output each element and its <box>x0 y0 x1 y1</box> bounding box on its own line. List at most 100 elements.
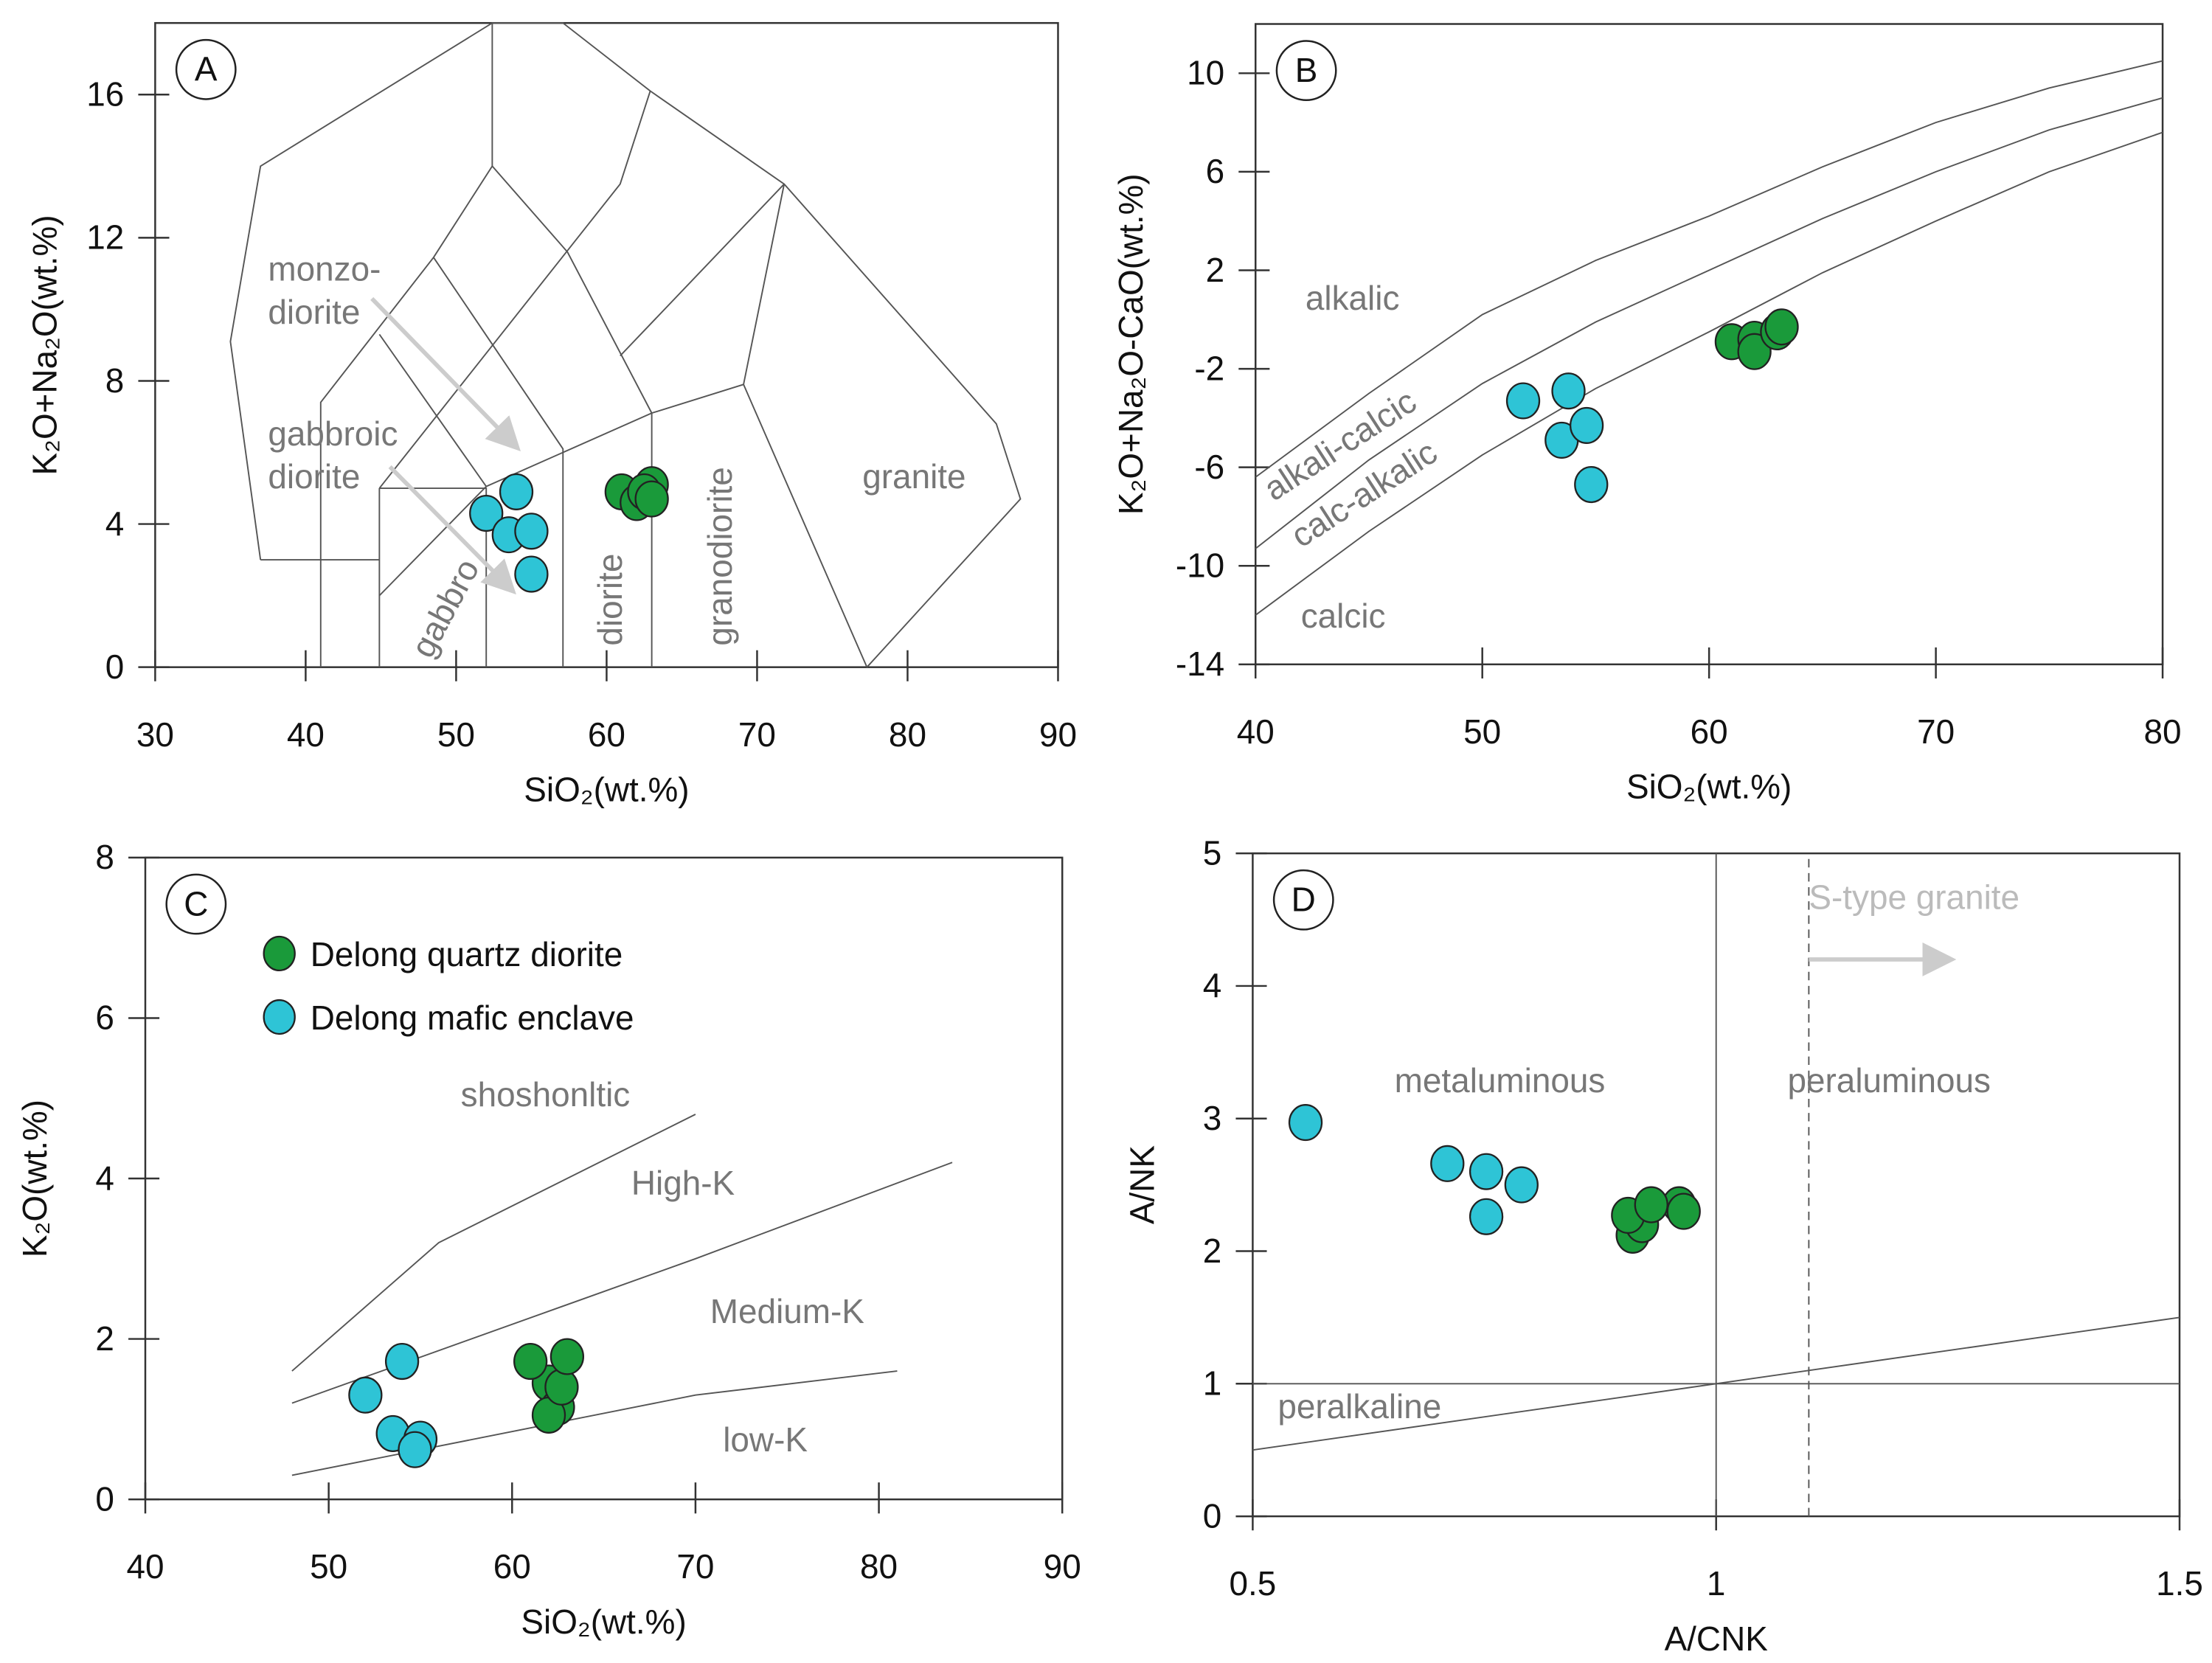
classification-boundary <box>378 91 651 489</box>
x-tick-label: 50 <box>310 1547 347 1586</box>
data-point-quartz-diorite <box>634 480 669 518</box>
classification-boundary <box>485 383 744 487</box>
y-tick-label: 4 <box>1203 966 1222 1004</box>
x-tick-label: 80 <box>889 715 926 754</box>
y-tick-label: 1 <box>1203 1364 1222 1403</box>
panel-a: 30 40 50 60 70 80 90 0 4 8 12 16 SiO₂(wt.%) K₂O+Na₂O(… <box>26 21 1077 808</box>
data-point-mafic-enclave <box>499 473 534 510</box>
data-point-mafic-enclave <box>384 1342 420 1381</box>
region-label: gabbro <box>403 552 487 664</box>
panel-label-circle <box>1275 40 1337 102</box>
region-label: peraluminous <box>1787 1061 1991 1100</box>
y-tick-label: 2 <box>1203 1232 1222 1270</box>
x-tick-label: 50 <box>1463 712 1501 751</box>
x-axis-label: SiO₂(wt.%) <box>524 770 689 808</box>
y-tick-label: 4 <box>105 504 125 543</box>
x-tick-label: 60 <box>588 715 625 754</box>
data-point-mafic-enclave <box>1551 372 1586 410</box>
panel-d: 0.5 1 1.5 0 1 2 3 4 5 A/CNK A/NK metaluminous peralu… <box>1123 833 2203 1657</box>
x-tick-label: 40 <box>126 1547 164 1586</box>
x-axis-label: A/CNK <box>1665 1619 1769 1658</box>
data-point-quartz-diorite <box>544 1368 579 1406</box>
y-tick-label: 8 <box>105 361 125 400</box>
x-tick-label: 30 <box>136 715 174 754</box>
data-point-quartz-diorite <box>549 1338 585 1375</box>
y-tick-label: -6 <box>1194 448 1224 486</box>
region-label: low-K <box>723 1420 808 1459</box>
data-point-mafic-enclave <box>469 494 504 532</box>
panel-label-circle <box>1272 869 1334 931</box>
region-label: High-K <box>631 1164 735 1202</box>
y-tick-label: 0 <box>95 1479 114 1518</box>
classification-boundary <box>1255 97 2163 549</box>
x-tick-label: 0.5 <box>1230 1564 1277 1603</box>
region-label: diorite <box>268 457 360 496</box>
region-label: diorite <box>591 554 629 646</box>
data-point-mafic-enclave <box>514 513 549 550</box>
y-tick-label: 8 <box>95 838 114 876</box>
x-tick-label: 60 <box>493 1547 531 1586</box>
classification-boundary <box>1252 1316 2180 1451</box>
region-label: gabbroic <box>268 414 398 453</box>
legend-label: Delong mafic enclave <box>311 999 634 1037</box>
x-tick-label: 70 <box>738 715 776 754</box>
x-tick-label: 90 <box>1044 1547 1081 1586</box>
region-label: shoshonltic <box>461 1075 631 1114</box>
region-label: S-type granite <box>1809 878 2019 917</box>
x-tick-label: 40 <box>287 715 325 754</box>
data-point-quartz-diorite <box>1666 1192 1701 1230</box>
y-tick-label: 5 <box>1203 833 1222 872</box>
y-tick-label: 0 <box>105 648 125 686</box>
x-tick-label: 1.5 <box>2156 1564 2203 1603</box>
classification-boundary <box>378 333 488 487</box>
legend-label: Delong quartz diorite <box>311 935 623 973</box>
data-point-mafic-enclave <box>1288 1104 1323 1142</box>
panel-label: B <box>1295 51 1318 89</box>
classification-boundary <box>291 1162 953 1404</box>
plot-frame <box>1254 23 2164 666</box>
x-tick-label: 50 <box>437 715 475 754</box>
region-label: metaluminous <box>1395 1061 1606 1100</box>
region-label: calcic <box>1301 597 1386 635</box>
x-tick-label: 90 <box>1039 715 1077 754</box>
data-point-mafic-enclave <box>1504 1166 1539 1204</box>
classification-boundary <box>491 165 653 667</box>
y-axis-label: A/NK <box>1123 1145 1162 1224</box>
data-point-mafic-enclave <box>1574 465 1609 504</box>
classification-boundary <box>378 485 487 597</box>
y-tick-label: -10 <box>1176 546 1224 585</box>
x-tick-label: 40 <box>1237 712 1275 751</box>
y-tick-label: 6 <box>95 999 114 1037</box>
classification-boundary <box>379 487 488 667</box>
data-point-mafic-enclave <box>348 1376 383 1414</box>
classification-boundary <box>1255 131 2163 616</box>
y-tick-label: 3 <box>1203 1099 1222 1137</box>
y-tick-label: -2 <box>1194 349 1224 387</box>
classification-boundary <box>433 257 564 667</box>
data-point-mafic-enclave <box>1505 382 1541 420</box>
arrow-icon <box>388 465 516 595</box>
x-tick-label: 1 <box>1707 1564 1726 1603</box>
data-point-quartz-diorite <box>1634 1186 1668 1223</box>
classification-boundary <box>1255 60 2163 478</box>
data-point-mafic-enclave <box>398 1431 432 1468</box>
y-axis-label: K₂O(wt.%) <box>15 1100 54 1257</box>
region-label: peralkaline <box>1277 1387 1441 1426</box>
classification-boundary <box>620 183 785 357</box>
legend-marker <box>263 935 296 972</box>
panel-b: 40 50 60 70 80 -14 -10 -6 -2 2 6 10 SiO₂(wt.%) K₂O+Na… <box>1112 23 2182 806</box>
y-axis-label: K₂O+Na₂O(wt.%) <box>26 215 64 475</box>
data-point-mafic-enclave <box>1469 1198 1504 1235</box>
classification-boundary <box>291 1114 696 1372</box>
panel-label: D <box>1292 881 1316 919</box>
panel-c: 40 50 60 70 80 90 0 2 4 6 8 SiO₂(wt.%) K₂O(wt.%) shos… <box>15 838 1081 1641</box>
region-label: monzo- <box>268 250 381 288</box>
y-tick-label: 6 <box>1206 152 1225 190</box>
y-tick-label: 0 <box>1203 1496 1222 1535</box>
data-point-mafic-enclave <box>1469 1153 1504 1190</box>
y-tick-label: 2 <box>95 1319 114 1358</box>
y-axis-label: K₂O+Na₂O-CaO(wt.%) <box>1112 173 1150 515</box>
data-point-quartz-diorite <box>513 1342 548 1381</box>
classification-boundary <box>319 165 493 667</box>
